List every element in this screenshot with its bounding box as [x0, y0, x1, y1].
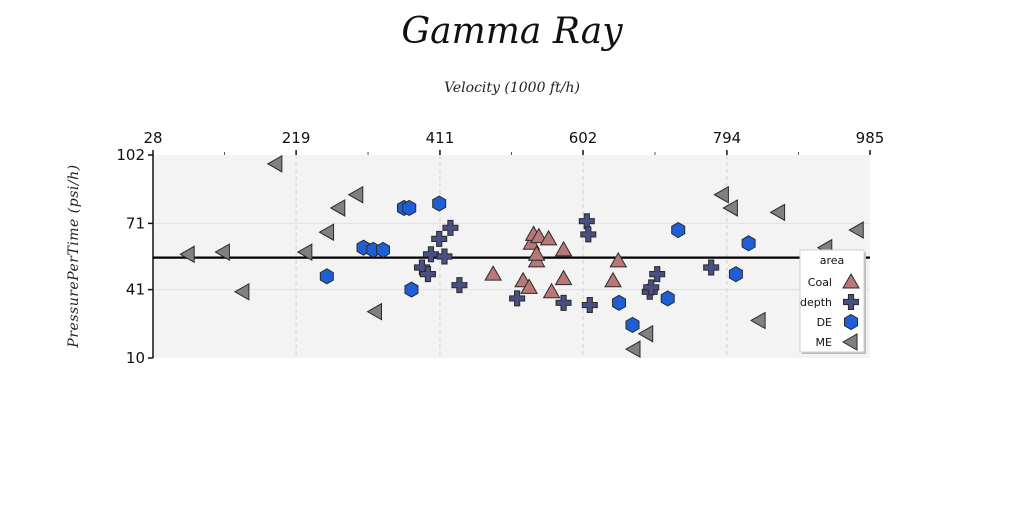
x-tick-label: 411 [426, 129, 455, 147]
coal-point [539, 229, 558, 246]
legend-marker-de [844, 313, 858, 331]
de-point [625, 316, 640, 333]
coal-point [609, 251, 628, 268]
series-me [179, 154, 864, 359]
me-point [214, 243, 230, 261]
de-point [741, 235, 756, 252]
coal-point [542, 282, 561, 299]
me-point [179, 245, 195, 264]
de-point [376, 241, 390, 258]
me-point [624, 340, 641, 359]
series-depth [413, 213, 720, 314]
legend-title: area [820, 254, 845, 267]
axes: 28 219 411 602 794 985 10 41 71 102 [116, 129, 884, 367]
me-point [318, 223, 335, 242]
legend-label: depth [800, 296, 832, 309]
me-point [266, 154, 283, 173]
coal-point [527, 245, 546, 261]
de-point [671, 221, 686, 239]
y-tick-label: 102 [116, 146, 145, 164]
depth-point [436, 248, 453, 265]
chart-title: Gamma Ray [401, 11, 623, 52]
de-point [404, 281, 419, 298]
series-coal [484, 225, 628, 299]
depth-point [431, 230, 448, 247]
x-tick-label: 794 [713, 129, 742, 147]
me-point [329, 199, 346, 217]
legend-marker-me [841, 333, 858, 351]
me-point [366, 302, 383, 321]
depth-point [419, 266, 436, 283]
coal-point [554, 240, 573, 257]
legend-label: DE [817, 316, 832, 329]
legend-label: Coal [808, 276, 832, 289]
data-points [179, 154, 864, 359]
depth-point [703, 259, 720, 276]
series-de [319, 195, 756, 333]
y-axis-label: PressurePerTime (psi/h) [66, 164, 82, 348]
x-tick-label: 985 [856, 129, 885, 147]
depth-point [442, 219, 459, 236]
me-point [637, 324, 654, 343]
de-point [432, 195, 447, 212]
depth-point [509, 290, 526, 307]
me-point [848, 221, 864, 239]
x-tick-label: 602 [569, 129, 598, 147]
me-point [750, 311, 766, 330]
legend-marker-depth [843, 294, 859, 310]
plot-area [153, 155, 870, 358]
depth-point [649, 266, 666, 283]
de-point [728, 266, 743, 283]
legend-label: ME [816, 336, 832, 349]
me-point [722, 199, 738, 217]
x-tick-label: 28 [143, 129, 162, 147]
depth-point [581, 297, 598, 314]
depth-point [643, 279, 660, 296]
coal-point [554, 269, 573, 286]
coal-point [529, 227, 548, 244]
me-point [347, 185, 364, 204]
legend-marker-coal [842, 272, 860, 289]
coal-point [520, 278, 538, 294]
x-tick-label: 219 [282, 129, 311, 147]
me-point [296, 243, 313, 261]
y-tick-label: 10 [126, 349, 145, 367]
de-point [319, 268, 334, 285]
depth-point [580, 226, 597, 243]
de-point [402, 199, 417, 217]
coal-point [604, 271, 622, 288]
de-point [660, 290, 675, 307]
y-tick-label: 71 [126, 214, 145, 232]
de-point [612, 294, 627, 311]
coal-point [484, 265, 503, 281]
depth-point [555, 294, 572, 311]
legend: area Coal depth DE ME [799, 249, 866, 354]
me-point [769, 203, 786, 222]
depth-point [451, 277, 468, 294]
depth-point [422, 246, 439, 263]
y-tick-label: 41 [126, 281, 145, 299]
x-axis-label: Velocity (1000 ft/h) [444, 80, 580, 96]
me-point [713, 185, 729, 204]
me-point [233, 282, 250, 301]
